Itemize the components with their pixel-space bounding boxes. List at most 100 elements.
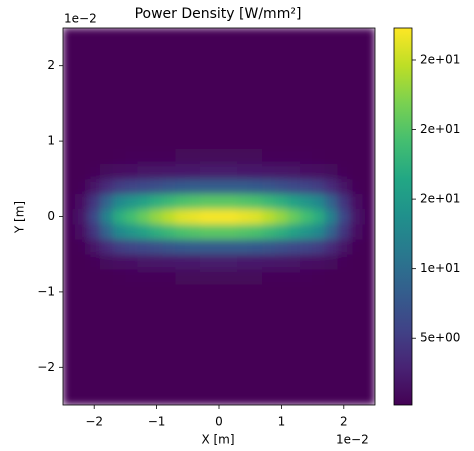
heatmap-cell <box>337 329 351 345</box>
heatmap-cell <box>137 314 151 330</box>
heatmap-cell <box>349 299 363 315</box>
heatmap-cell <box>63 344 76 361</box>
heatmap-cell <box>224 314 239 330</box>
heatmap-cell <box>249 223 263 240</box>
x-tick-label: 0 <box>215 415 223 429</box>
heatmap-cell <box>100 253 114 270</box>
heatmap-cell <box>362 329 375 345</box>
heatmap-cell <box>212 389 226 405</box>
heatmap-cell <box>324 344 338 361</box>
heatmap-cell <box>312 103 326 119</box>
heatmap-cell <box>87 299 101 315</box>
colorbar <box>393 27 413 406</box>
heatmap-cell <box>87 178 101 195</box>
heatmap-cell <box>212 344 226 361</box>
heatmap-cell <box>87 329 101 345</box>
heatmap-cell <box>237 57 251 74</box>
heatmap-cell <box>75 57 89 74</box>
heatmap-cell <box>175 118 189 134</box>
heatmap-cell <box>362 88 375 104</box>
heatmap-cell <box>87 163 101 180</box>
heatmap-cell <box>100 28 114 44</box>
heatmap-cell <box>224 374 239 391</box>
heatmap-cell <box>150 359 164 376</box>
heatmap-cell <box>349 344 363 361</box>
heatmap-cell <box>287 314 301 330</box>
heatmap-cell <box>249 88 263 104</box>
heatmap-cell <box>100 238 114 255</box>
heatmap-cell <box>212 133 226 149</box>
heatmap-cell <box>337 223 351 240</box>
heatmap-cell <box>337 28 351 44</box>
heatmap-cell <box>199 208 214 225</box>
heatmap-cell <box>175 359 189 376</box>
heatmap-cell <box>249 57 263 74</box>
heatmap-cell <box>337 253 351 270</box>
heatmap-cell <box>349 103 363 119</box>
heatmap-cell <box>100 103 114 119</box>
heatmap-cell <box>274 389 288 405</box>
heatmap-cell <box>112 148 126 165</box>
heatmap-cell <box>249 42 263 59</box>
heatmap-cell <box>187 344 201 361</box>
heatmap-cell <box>100 268 114 285</box>
heatmap-cell <box>237 238 251 255</box>
heatmap-cell <box>75 344 89 361</box>
heatmap-cell <box>287 268 301 285</box>
heatmap-cell <box>162 359 176 376</box>
heatmap-cell <box>299 148 313 165</box>
heatmap-cell <box>274 193 288 210</box>
heatmap-cell <box>125 163 139 180</box>
heatmap-cell <box>212 103 226 119</box>
heatmap-cell <box>324 88 338 104</box>
heatmap-cell <box>175 103 189 119</box>
heatmap-cell <box>137 299 151 315</box>
heatmap-cell <box>299 223 313 240</box>
heatmap-cell <box>212 28 226 44</box>
heatmap-cell <box>287 88 301 104</box>
heatmap-cell <box>262 118 276 134</box>
heatmap-cell <box>274 163 288 180</box>
heatmap-cell <box>175 178 189 195</box>
heatmap-cell <box>337 42 351 59</box>
heatmap-cell <box>137 178 151 195</box>
heatmap-cell <box>224 268 239 285</box>
heatmap-cell <box>349 284 363 300</box>
heatmap-cell <box>75 72 89 89</box>
heatmap-cell <box>175 238 189 255</box>
heatmap-cell <box>324 163 338 180</box>
heatmap-cell <box>337 374 351 391</box>
heatmap-cell <box>125 193 139 210</box>
heatmap-cell <box>187 88 201 104</box>
heatmap-cell <box>137 42 151 59</box>
heatmap-cell <box>349 374 363 391</box>
heatmap-cell <box>212 329 226 345</box>
heatmap-cell <box>337 193 351 210</box>
heatmap-cell <box>324 133 338 149</box>
heatmap-cell <box>199 178 214 195</box>
heatmap-cell <box>337 118 351 134</box>
heatmap-cell <box>287 223 301 240</box>
heatmap-cell <box>349 163 363 180</box>
heatmap-cell <box>249 133 263 149</box>
heatmap-cell <box>249 314 263 330</box>
heatmap-cell <box>287 253 301 270</box>
heatmap-cell <box>63 57 76 74</box>
heatmap-cell <box>224 118 239 134</box>
heatmap-cell <box>349 42 363 59</box>
colorbar-tick-label: 2e+01 <box>420 52 460 66</box>
y-offset-label: 1e−2 <box>64 12 97 26</box>
heatmap-cell <box>112 359 126 376</box>
heatmap-cell <box>299 284 313 300</box>
heatmap-cell <box>212 57 226 74</box>
heatmap-cell <box>125 253 139 270</box>
heatmap-cell <box>162 374 176 391</box>
heatmap-cell <box>237 88 251 104</box>
heatmap-cell <box>362 178 375 195</box>
heatmap-cell <box>162 253 176 270</box>
heatmap-cell <box>137 103 151 119</box>
heatmap-cell <box>262 284 276 300</box>
heatmap-cell <box>237 268 251 285</box>
heatmap-cell <box>362 193 375 210</box>
heatmap-cell <box>324 359 338 376</box>
